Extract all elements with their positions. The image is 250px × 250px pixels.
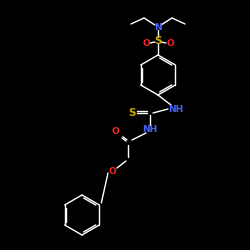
Text: O: O xyxy=(108,166,116,175)
Text: O: O xyxy=(111,128,119,136)
Text: S: S xyxy=(154,36,162,46)
Text: O: O xyxy=(166,38,174,48)
Text: S: S xyxy=(128,108,136,118)
Text: NH: NH xyxy=(168,104,184,114)
Text: O: O xyxy=(142,38,150,48)
Text: NH: NH xyxy=(142,124,158,134)
Text: N: N xyxy=(154,22,162,32)
